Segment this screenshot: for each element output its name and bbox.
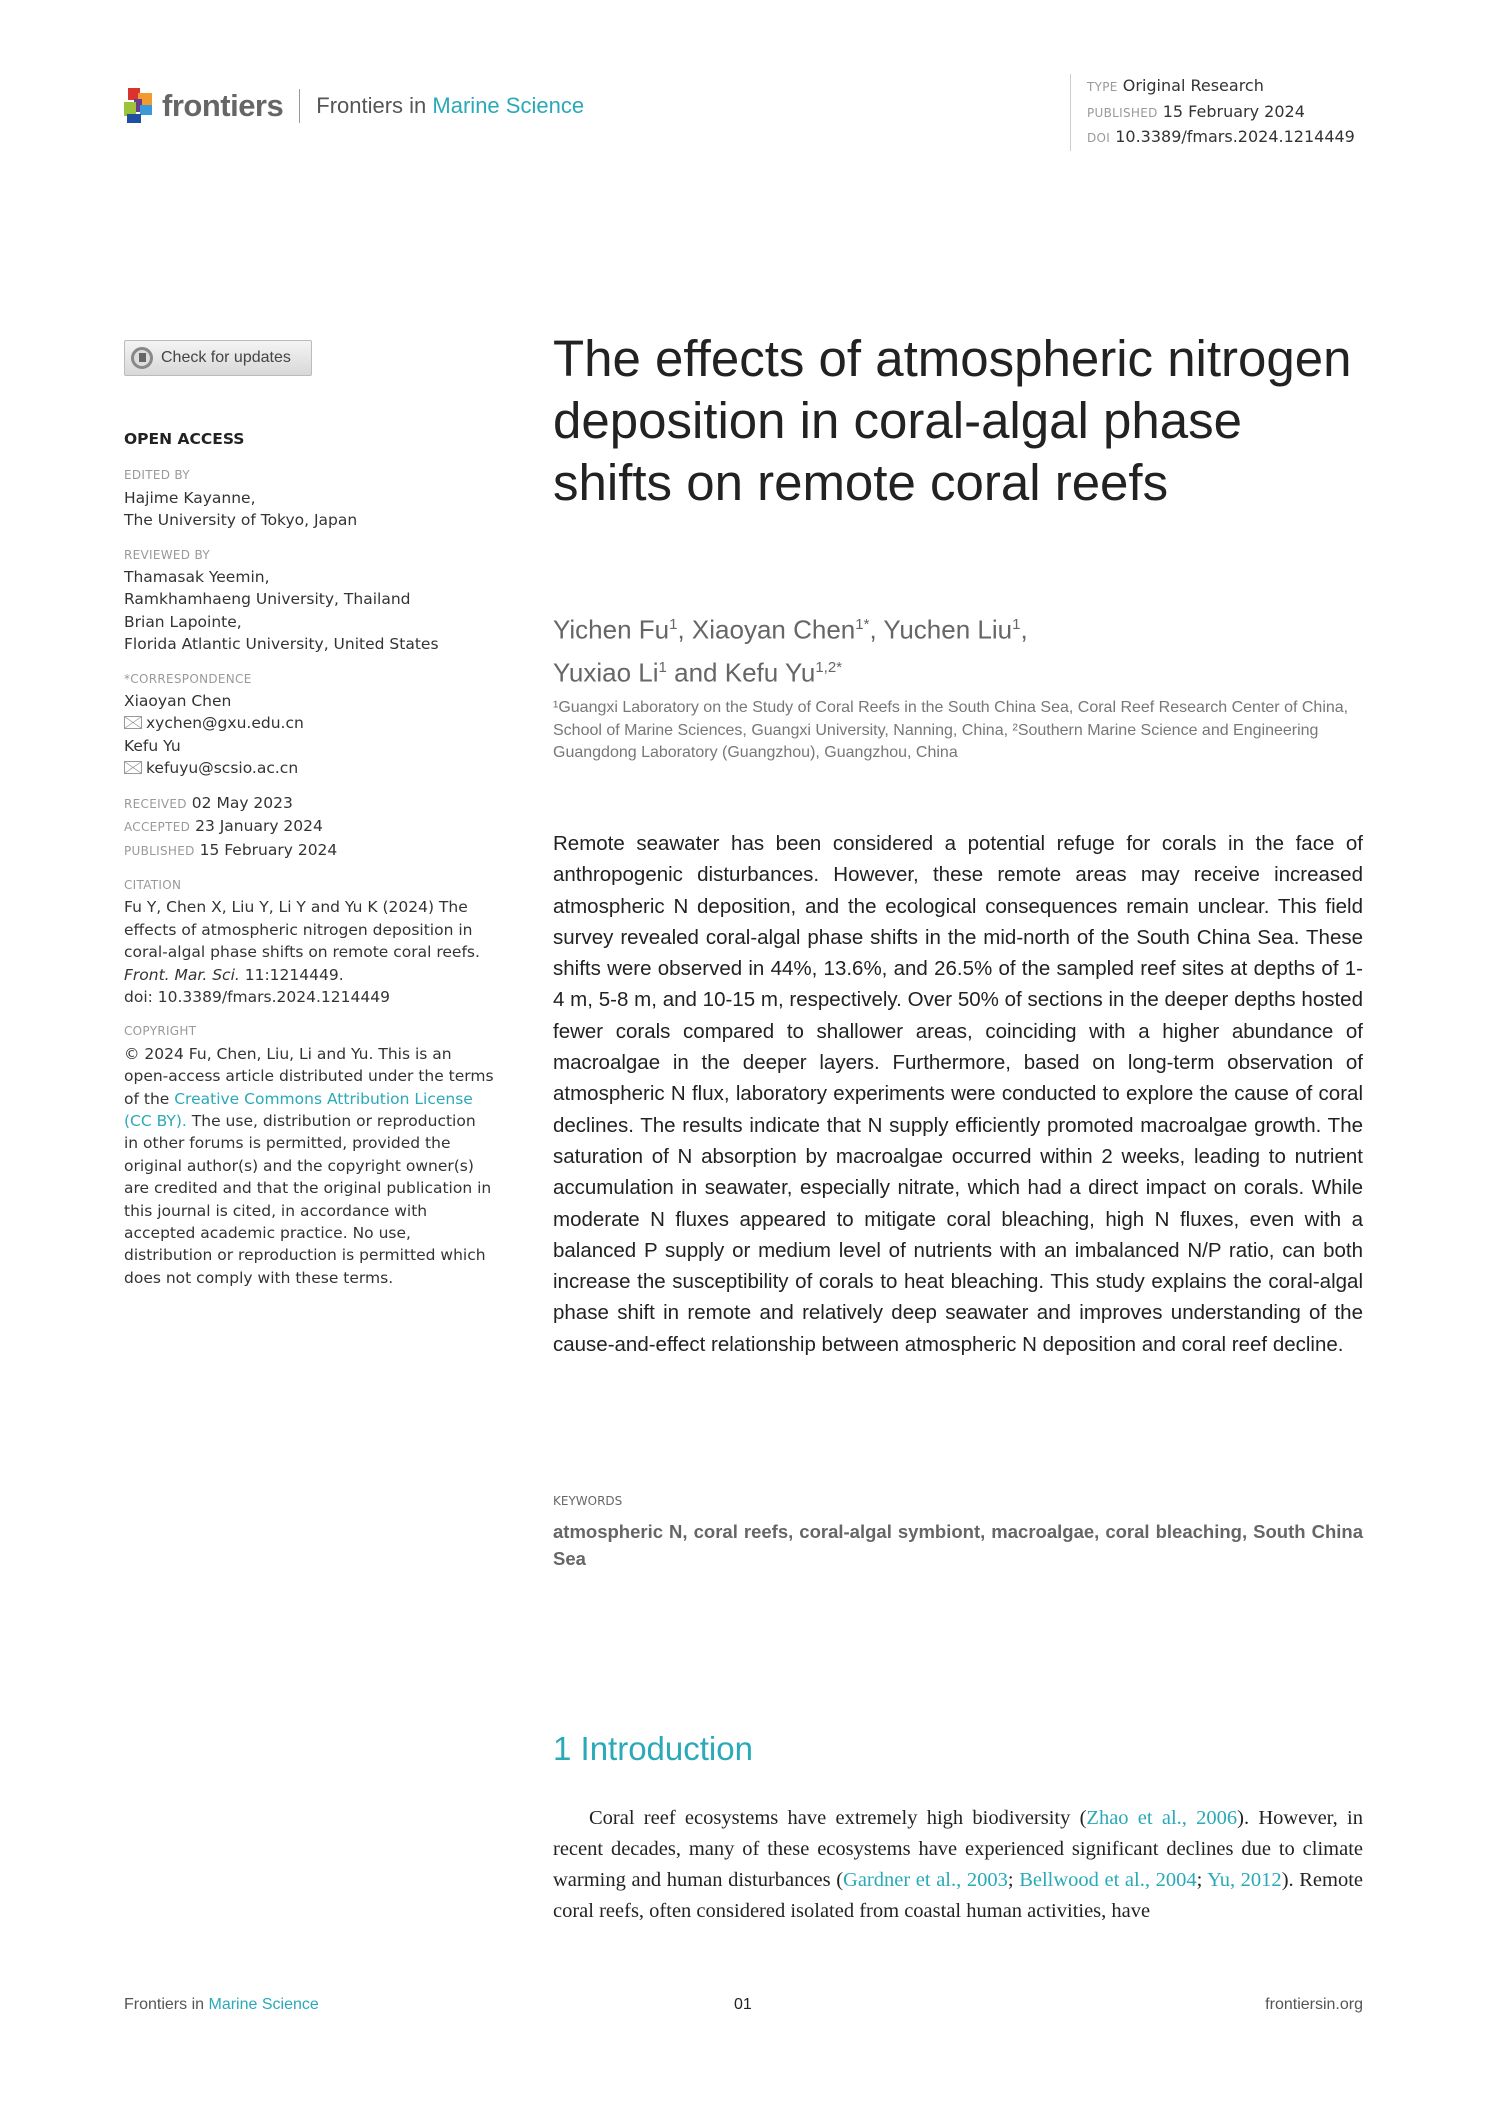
reference-link[interactable]: Yu, 2012 xyxy=(1207,1869,1282,1891)
citation-text: Fu Y, Chen X, Liu Y, Li Y and Yu K (2024… xyxy=(124,898,480,962)
copyright-label: COPYRIGHT xyxy=(124,1024,197,1039)
author-name[interactable]: Yuchen Liu xyxy=(883,614,1013,645)
body-text: ; xyxy=(1007,1869,1020,1891)
correspondent-name: Kefu Yu xyxy=(124,736,181,755)
citation: Fu Y, Chen X, Liu Y, Li Y and Yu K (2024… xyxy=(124,896,494,1008)
section-heading: 1 Introduction xyxy=(553,1730,753,1767)
correspondent-email[interactable]: xychen@gxu.edu.cn xyxy=(146,714,304,733)
correspondent-email[interactable]: kefuyu@scsio.ac.cn xyxy=(146,759,299,778)
email-icon xyxy=(124,761,142,775)
keywords-label: KEYWORDS xyxy=(553,1494,623,1508)
published-date: 15 February 2024 xyxy=(1162,101,1305,121)
license-link[interactable]: Creative Commons Attribution License (CC… xyxy=(124,1089,473,1130)
intro-paragraph: Coral reef ecosystems have extremely hig… xyxy=(553,1803,1363,1927)
body-text: ). However, in recent decades, many of t… xyxy=(553,1807,1363,1891)
published-label: PUBLISHED xyxy=(124,843,195,858)
received-label: RECEIVED xyxy=(124,796,187,811)
author-list: Yichen Fu1, Xiaoyan Chen1*, Yuchen Liu1,… xyxy=(553,614,1028,688)
reference-link[interactable]: Zhao et al., 2006 xyxy=(1086,1807,1238,1829)
author-affil-sup: 1 xyxy=(669,616,678,633)
citation-label: CITATION xyxy=(124,877,182,892)
author-name[interactable]: Kefu Yu xyxy=(724,657,816,688)
reviewer-affiliation: Ramkhamhaeng University, Thailand xyxy=(124,590,411,609)
footer-site-link[interactable]: frontiersin.org xyxy=(1265,1996,1363,2013)
divider xyxy=(299,89,301,123)
reviewed-by-label: REVIEWED BY xyxy=(124,547,210,562)
author-affil-sup: 1 xyxy=(658,658,667,676)
sidebar: OPEN ACCESS EDITED BY Hajime Kayanne, Th… xyxy=(124,428,494,1289)
edited-by-label: EDITED BY xyxy=(124,468,190,483)
check-for-updates-button[interactable]: Check for updates xyxy=(124,340,312,376)
citation-volume: 11:1214449. xyxy=(239,965,344,984)
correspondence-label: *CORRESPONDENCE xyxy=(124,671,252,686)
author-name[interactable]: Yuxiao Li xyxy=(553,657,659,688)
journal-prefix: Frontiers in xyxy=(316,93,427,118)
reference-link[interactable]: Gardner et al., 2003 xyxy=(843,1869,1008,1891)
editor-affiliation: The University of Tokyo, Japan xyxy=(124,511,358,530)
copyright-text: © 2024 Fu, Chen, Liu, Li and Yu. This is… xyxy=(124,1044,494,1108)
reference-link[interactable]: Bellwood et al., 2004 xyxy=(1019,1869,1197,1891)
citation-journal: Front. Mar. Sci. xyxy=(124,965,240,984)
author-name[interactable]: Yichen Fu xyxy=(553,614,670,645)
check-updates-label: Check for updates xyxy=(161,349,291,366)
doi-label: DOI xyxy=(1087,131,1111,145)
author-name[interactable]: Xiaoyan Chen xyxy=(691,614,856,645)
copyright-text: The use, distribution or reproduction in… xyxy=(124,1111,492,1287)
frontiers-cube-icon xyxy=(124,88,154,124)
body-text: Coral reef ecosystems have extremely hig… xyxy=(589,1807,1087,1829)
footer-journal: Frontiers in Marine Science xyxy=(124,1996,319,2014)
article-title: The effects of atmospheric nitrogen depo… xyxy=(553,330,1352,511)
reviewer-affiliation: Florida Atlantic University, United Stat… xyxy=(124,635,439,654)
journal-name: Frontiers in Marine Science xyxy=(316,93,584,119)
and-text: and xyxy=(674,657,718,688)
type-label: TYPE xyxy=(1087,80,1118,94)
footer-journal-prefix: Frontiers in xyxy=(124,1996,205,2013)
email-icon xyxy=(124,716,142,730)
affiliations: ¹Guangxi Laboratory on the Study of Cora… xyxy=(553,699,1349,761)
frontiers-logo: frontiers Frontiers in Marine Science xyxy=(124,88,584,124)
page-number: 01 xyxy=(734,1996,752,2013)
reviewer-name: Brian Lapointe, xyxy=(124,612,242,631)
brand-name: frontiers xyxy=(162,88,284,123)
open-access: OPEN ACCESS xyxy=(124,430,245,448)
author-affil-sup: 1 xyxy=(1012,616,1021,633)
footer-journal-name: Marine Science xyxy=(208,1996,319,2013)
published-label: PUBLISHED xyxy=(1087,105,1158,120)
body-text: ). Remote coral reefs, often considered … xyxy=(553,1869,1364,1922)
accepted-date: 23 January 2024 xyxy=(195,817,323,836)
abstract: Remote seawater has been considered a po… xyxy=(553,832,1363,1356)
published-date: 15 February 2024 xyxy=(199,840,338,859)
keywords: atmospheric N, coral reefs, coral-algal … xyxy=(553,1521,1363,1569)
correspondent-name: Xiaoyan Chen xyxy=(124,692,232,711)
article-type: Original Research xyxy=(1122,76,1264,95)
editor-name: Hajime Kayanne, xyxy=(124,488,256,507)
bookmark-icon xyxy=(131,347,153,369)
journal-title: Marine Science xyxy=(432,93,585,118)
author-affil-sup: 1,2* xyxy=(815,658,843,676)
author-affil-sup: 1* xyxy=(855,616,870,633)
copyright: © 2024 Fu, Chen, Liu, Li and Yu. This is… xyxy=(124,1043,494,1289)
article-meta: TYPE Original Research PUBLISHED 15 Febr… xyxy=(1070,74,1355,151)
received-date: 02 May 2023 xyxy=(191,793,293,812)
doi[interactable]: 10.3389/fmars.2024.1214449 xyxy=(1115,127,1355,146)
accepted-label: ACCEPTED xyxy=(124,820,191,835)
reviewer-name: Thamasak Yeemin, xyxy=(124,568,270,587)
body-text: ; xyxy=(1196,1869,1208,1891)
citation-doi: doi: 10.3389/fmars.2024.1214449 xyxy=(124,987,390,1006)
